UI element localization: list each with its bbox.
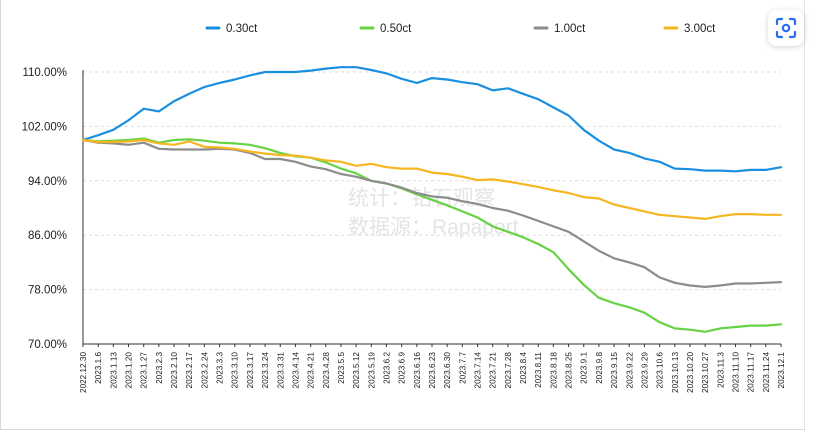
x-tick-label: 2023.3.10 [231,352,240,389]
scroll-strip [804,0,817,432]
x-tick-label: 2023.12.1 [777,352,786,389]
axis-layer: 70.00% 78.00% 86.00% 94.00% 102.00% 110.00% 20… [22,67,786,393]
x-tick-label: 2023.6.9 [398,352,407,384]
x-tick-label: 2023.3.31 [276,352,285,389]
x-tick-label: 2023.5.19 [367,352,376,389]
x-tick-label: 2023.11.3 [716,352,725,388]
x-tick-label: 2023.2.3 [155,352,164,384]
y-tick-label: 110.00% [22,67,67,79]
series-line [81,137,783,333]
watermark-line: 统计：钻石观察 [348,187,495,210]
series-line [81,138,783,220]
series-layer [81,66,783,333]
x-tick-label: 2023.6.16 [413,352,422,389]
x-tick-label: 2023.2.10 [170,352,179,389]
y-tick-label: 102.00% [22,121,67,133]
x-tick-label: 2023.10.6 [656,352,665,389]
x-tick-label: 2023.9.1 [580,352,589,384]
x-tick-label: 2023.10.27 [701,352,710,393]
series-line [81,138,783,288]
x-tick-label: 2023.1.27 [140,352,149,389]
x-tick-label: 2023.8.18 [549,352,558,389]
legend-label: 1.00ct [554,23,586,35]
legend: 0.30ct 0.50ct 1.00ct 3.00ct [205,23,716,35]
y-tick-label: 70.00% [28,339,67,351]
x-tick-label: 2023.1.13 [109,352,118,389]
scan-button[interactable] [768,10,804,46]
x-tick-label: 2023.8.25 [565,352,574,389]
x-tick-label: 2023.7.28 [504,352,513,389]
x-tick-label: 2023.10.13 [671,352,680,393]
y-tick-label: 78.00% [28,285,67,297]
grid-layer [83,71,781,291]
x-tick-label: 2023.1.20 [125,352,134,389]
x-tick-label: 2023.9.29 [640,352,649,389]
x-tick-label: 2023.8.11 [534,352,543,388]
x-tick-label: 2023.7.7 [458,352,467,384]
watermark-line: 数据源：Rapaport [348,216,519,239]
series-line [81,66,783,173]
x-tick-label: 2023.9.8 [595,352,604,384]
x-tick-label: 2023.5.12 [352,352,361,389]
y-tick-label: 94.00% [28,176,67,188]
x-tick-label: 2023.8.4 [519,352,528,384]
x-tick-label: 2023.4.14 [291,352,300,389]
x-tick-label: 2023.4.21 [307,352,316,389]
legend-label: 0.30ct [226,23,258,35]
x-tick-label: 2023.11.24 [762,352,771,393]
x-tick-label: 2023.6.30 [443,352,452,389]
x-tick-label: 2023.3.3 [216,352,225,384]
x-tick-label: 2023.7.14 [474,352,483,389]
legend-label: 3.00ct [684,23,716,35]
x-tick-label: 2023.6.2 [382,352,391,384]
x-tick-label: 2023.2.24 [200,352,209,389]
chart-frame [0,0,804,430]
legend-label: 0.50ct [380,23,412,35]
x-tick-label: 2022.12.30 [79,352,88,393]
x-tick-label: 2023.2.17 [185,352,194,389]
scan-icon [775,17,797,39]
x-tick-label: 2023.3.17 [246,352,255,389]
x-tick-label: 2023.7.21 [489,352,498,389]
x-tick-label: 2023.4.28 [322,352,331,389]
x-tick-label: 2023.11.10 [731,352,740,393]
x-tick-label: 2023.9.15 [610,352,619,389]
x-tick-label: 2023.11.17 [747,352,756,393]
x-tick-label: 2023.10.20 [686,352,695,393]
x-tick-label: 2023.5.5 [337,352,346,384]
x-tick-label: 2023.3.24 [261,352,270,389]
y-tick-label: 86.00% [28,230,67,242]
x-tick-label: 2023.1.6 [94,352,103,384]
x-tick-label: 2023.6.23 [428,352,437,389]
x-tick-label: 2023.9.22 [625,352,634,389]
